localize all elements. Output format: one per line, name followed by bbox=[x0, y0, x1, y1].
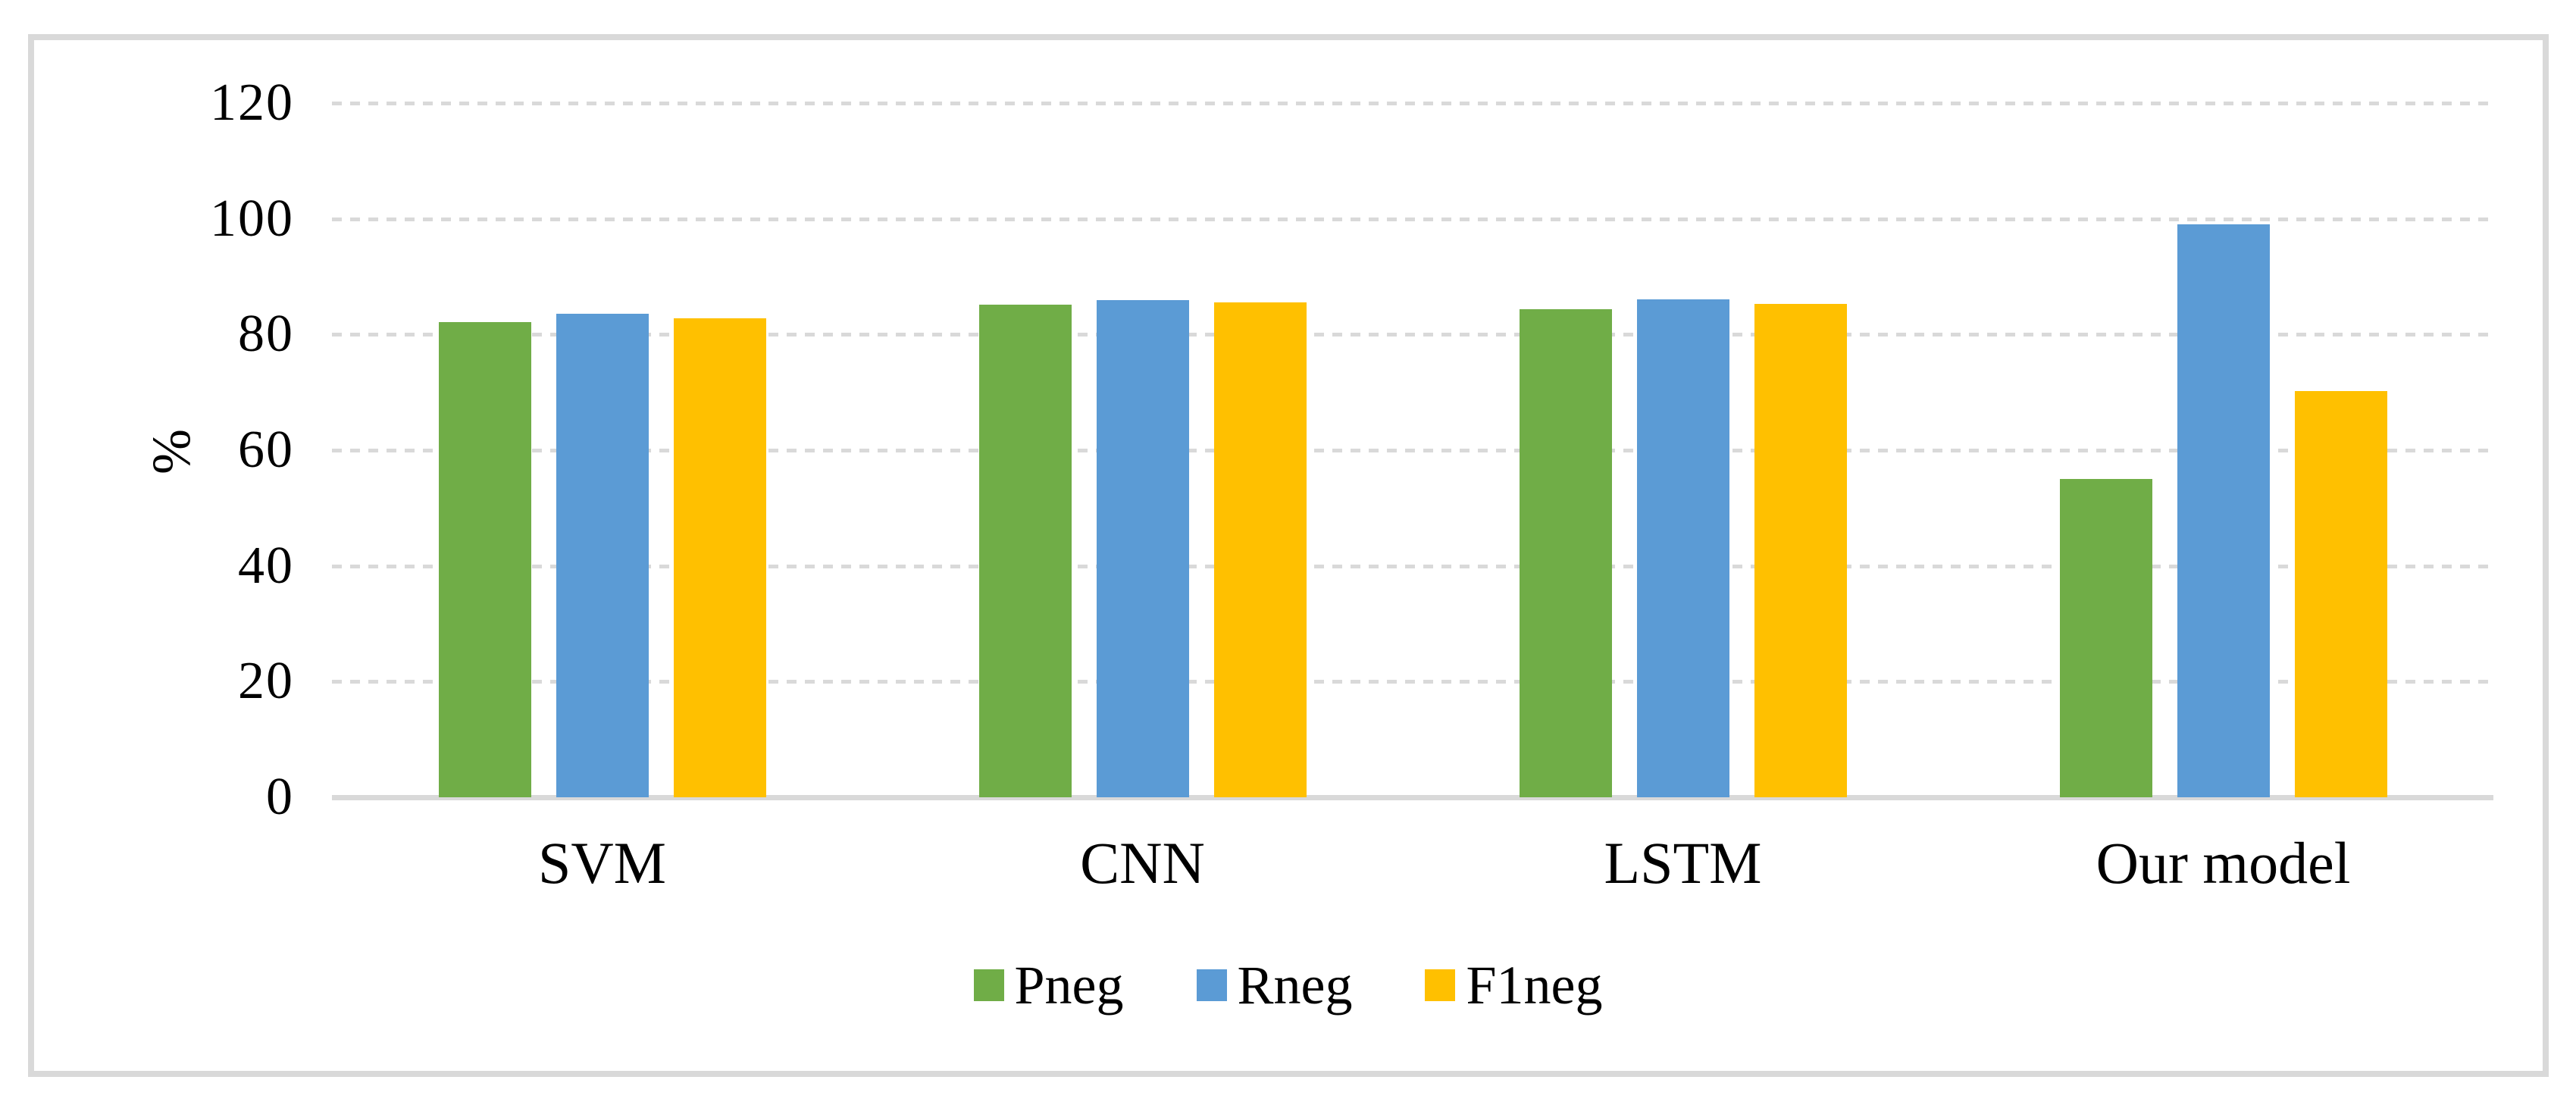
y-tick-label-40: 40 bbox=[238, 536, 294, 595]
legend-item-pneg: Pneg bbox=[973, 955, 1124, 1016]
gridline-40 bbox=[332, 564, 2493, 568]
x-axis-line bbox=[332, 795, 2493, 800]
legend-swatch-pneg bbox=[973, 969, 1004, 1001]
bar-our-model-rneg bbox=[2177, 224, 2270, 797]
y-tick-label-120: 120 bbox=[210, 74, 294, 132]
legend-label-rneg: Rneg bbox=[1237, 955, 1353, 1016]
y-tick-label-100: 100 bbox=[210, 189, 294, 248]
legend: Pneg Rneg F1neg bbox=[0, 956, 2576, 1014]
legend-swatch-rneg bbox=[1196, 969, 1227, 1001]
y-tick-label-0: 0 bbox=[266, 768, 294, 826]
bar-lstm-rneg bbox=[1636, 299, 1729, 797]
legend-label-pneg: Pneg bbox=[1014, 955, 1124, 1016]
bar-cnn-f1neg bbox=[1213, 302, 1307, 797]
legend-item-rneg: Rneg bbox=[1196, 955, 1353, 1016]
legend-label-f1neg: F1neg bbox=[1466, 955, 1603, 1016]
bar-svm-rneg bbox=[556, 313, 649, 797]
gridline-80 bbox=[332, 333, 2493, 337]
y-tick-label-20: 20 bbox=[238, 652, 294, 711]
x-axis-label-cnn: CNN bbox=[1080, 830, 1205, 896]
legend-swatch-f1neg bbox=[1425, 969, 1456, 1001]
chart-frame bbox=[28, 34, 2549, 1077]
bar-cnn-rneg bbox=[1096, 300, 1189, 797]
gridline-60 bbox=[332, 449, 2493, 452]
legend-item-f1neg: F1neg bbox=[1425, 956, 1602, 1014]
bar-cnn-pneg bbox=[978, 304, 1072, 797]
y-tick-label-80: 80 bbox=[238, 305, 294, 364]
gridline-100 bbox=[332, 217, 2493, 221]
gridline-20 bbox=[332, 680, 2493, 684]
x-axis-label-lstm: LSTM bbox=[1604, 830, 1762, 896]
y-tick-label-60: 60 bbox=[238, 421, 294, 479]
bar-our-model-f1neg bbox=[2294, 391, 2387, 797]
x-axis-label-svm: SVM bbox=[537, 830, 667, 896]
gridline-120 bbox=[332, 102, 2493, 105]
bar-lstm-pneg bbox=[1519, 308, 1612, 797]
bar-our-model-pneg bbox=[2059, 479, 2152, 797]
bar-lstm-f1neg bbox=[1754, 303, 1847, 797]
bar-svm-f1neg bbox=[673, 318, 766, 797]
x-axis-label-our-model: Our model bbox=[2096, 830, 2351, 896]
bar-svm-pneg bbox=[438, 321, 531, 797]
